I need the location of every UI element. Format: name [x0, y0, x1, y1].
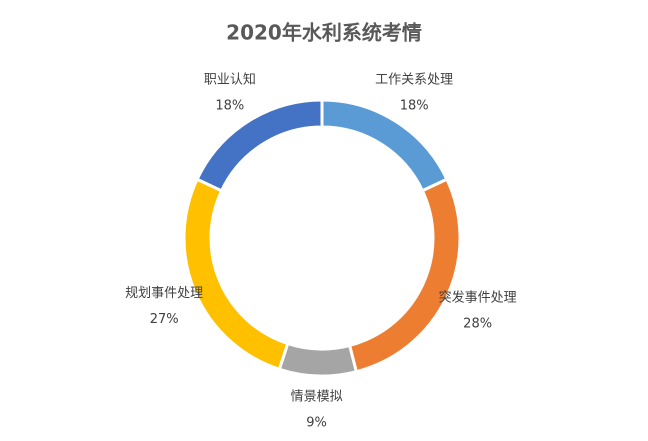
- chart-title: 2020年水利系统考情: [226, 21, 422, 45]
- value-label: 27%: [150, 312, 179, 327]
- value-label: 18%: [215, 98, 244, 113]
- slice-label: 规划事件处理: [125, 286, 203, 301]
- slice-label: 职业认知: [204, 71, 256, 87]
- value-label: 9%: [306, 415, 327, 430]
- doughnut-slice: [277, 341, 359, 378]
- slice-label: 情景模拟: [291, 389, 343, 404]
- slice-label: 工作关系处理: [375, 72, 453, 87]
- doughnut-slice: [195, 98, 324, 193]
- value-label: 18%: [400, 98, 429, 113]
- value-label: 28%: [463, 317, 492, 332]
- slice-label: 突发事件处理: [439, 290, 517, 306]
